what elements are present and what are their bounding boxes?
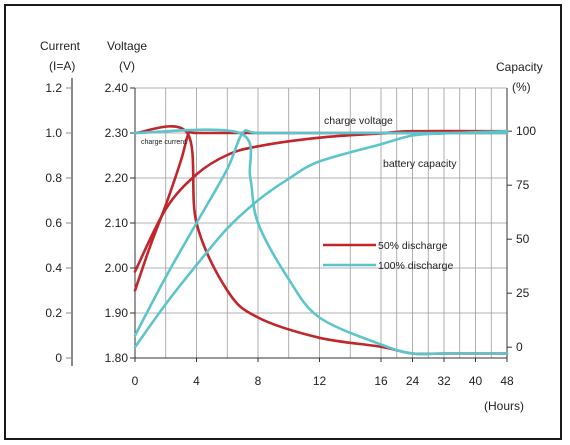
time-axis-title: (Hours) [484, 399, 524, 413]
capacity-tick-label: 100 [516, 124, 536, 138]
current-tick-label: 0.4 [45, 261, 62, 275]
voltage-axis-title: Voltage [107, 39, 147, 53]
capacity-tick-label: 75 [516, 178, 530, 192]
time-tick-label: 40 [469, 374, 483, 388]
current-tick-label: 0 [55, 351, 62, 365]
voltage-tick-label: 2.20 [105, 171, 129, 185]
battery-capacity-annotation: battery capacity [383, 158, 457, 170]
voltage-tick-label: 1.80 [105, 351, 129, 365]
charge-current-annotation: charge current [141, 139, 186, 146]
series-line-100-discharge-charge-voltage [133, 129, 509, 337]
current-tick-label: 1.2 [45, 81, 62, 95]
voltage-tick-label: 1.90 [105, 306, 129, 320]
current-tick-label: 1.0 [45, 126, 62, 140]
capacity-axis-unit: (%) [512, 80, 531, 94]
time-tick-label: 32 [437, 374, 451, 388]
capacity-tick-label: 25 [516, 286, 530, 300]
voltage-tick-label: 2.30 [105, 126, 129, 140]
voltage-tick-label: 2.00 [105, 261, 129, 275]
voltage-axis-unit: (V) [119, 59, 135, 73]
capacity-tick-label: 50 [516, 232, 530, 246]
time-tick-label: 4 [193, 374, 200, 388]
time-tick-label: 48 [500, 374, 514, 388]
voltage-tick-label: 2.10 [105, 216, 129, 230]
legend-label-50-discharge: 50% discharge [378, 240, 448, 252]
series-line-50-discharge-battery-capacity [133, 129, 509, 273]
current-tick-label: 0.8 [45, 171, 62, 185]
series-line-100-discharge-charge-current [133, 128, 509, 356]
time-tick-label: 24 [406, 374, 420, 388]
charge-voltage-annotation: charge voltage [324, 115, 393, 127]
capacity-axis-title: Capacity [496, 60, 543, 74]
voltage-tick-label: 2.40 [105, 81, 129, 95]
current-tick-label: 0.6 [45, 216, 62, 230]
capacity-tick-label: 0 [516, 340, 523, 354]
series-line-100-discharge-battery-capacity [133, 129, 509, 349]
time-tick-label: 12 [313, 374, 327, 388]
series [133, 125, 509, 356]
chart-frame [4, 4, 562, 440]
current-axis-unit: (I=A) [49, 59, 75, 73]
time-tick-label: 0 [132, 374, 139, 388]
time-tick-label: 8 [255, 374, 262, 388]
current-axis-title: Current [40, 39, 81, 53]
legend-label-100-discharge: 100% discharge [378, 260, 453, 272]
axes: 1.80 1.90 2.00 2.10 2.20 2.30 2.40 0 0.2 0.4 0.6 0.… [45, 78, 536, 388]
current-tick-label: 0.2 [45, 306, 62, 320]
legend: 50% discharge 100% discharge [323, 240, 453, 272]
time-tick-label: 16 [374, 374, 388, 388]
